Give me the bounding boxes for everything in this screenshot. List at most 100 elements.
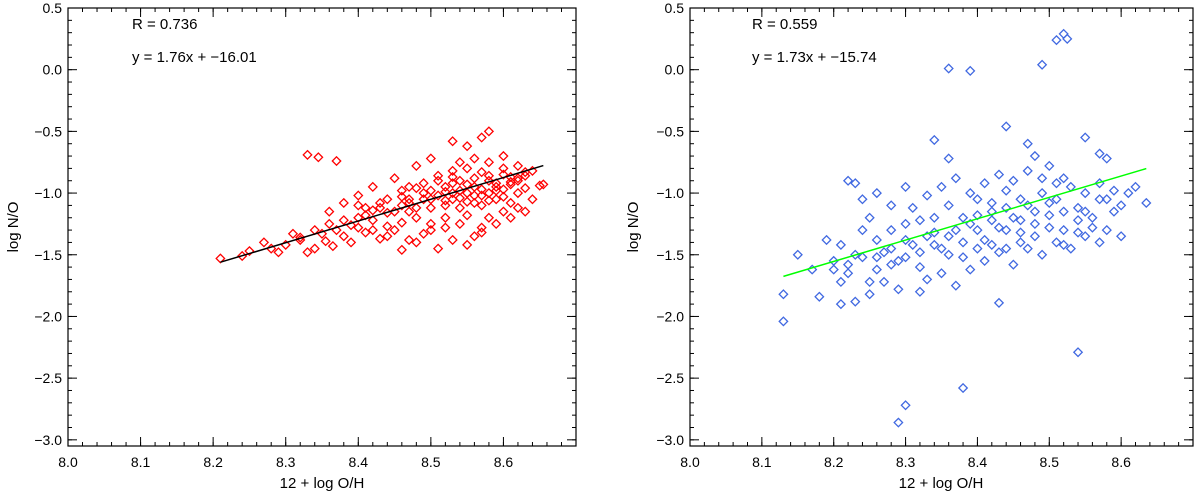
right-data-point [957, 252, 969, 263]
right-data-point [864, 276, 875, 288]
left-data-point [367, 224, 378, 236]
right-data-point [900, 400, 911, 411]
left-data-point [462, 141, 473, 152]
left-data-point [469, 190, 480, 201]
right-data-point [1001, 202, 1012, 213]
left-data-point [476, 200, 487, 211]
right-data-point [1036, 187, 1048, 199]
right-data-point [1123, 187, 1134, 199]
right-data-point [950, 280, 961, 291]
right-data-points [778, 28, 1152, 428]
left-y-tick-label: 0.0 [43, 62, 63, 78]
right-data-point [993, 169, 1005, 180]
left-data-point [476, 190, 487, 201]
right-data-point [1072, 227, 1084, 238]
left-x-tick-label: 8.5 [421, 454, 441, 470]
right-data-point [972, 224, 983, 236]
left-data-point [324, 218, 335, 230]
left-data-point [462, 196, 473, 207]
left-data-point [367, 215, 378, 226]
right-x-tick-label: 8.3 [896, 454, 916, 470]
right-data-point [893, 284, 904, 295]
right-data-point [871, 234, 882, 246]
left-data-point [389, 173, 400, 184]
right-data-point [878, 276, 890, 288]
right-data-point [929, 212, 940, 223]
left-data-point [512, 187, 524, 199]
left-data-point [440, 212, 451, 223]
right-data-point [850, 249, 861, 260]
left-data-point [534, 180, 545, 191]
right-data-point [900, 218, 911, 230]
left-data-point [338, 215, 349, 226]
right-data-point [1029, 150, 1041, 162]
right-y-tick-label: 0.0 [665, 62, 685, 78]
left-data-point [309, 243, 320, 254]
right-data-point [871, 187, 882, 199]
left-data-point [476, 222, 487, 233]
left-y-tick-label: −0.5 [34, 123, 62, 139]
right-data-point [828, 264, 839, 275]
left-y-tick-label: −2.5 [34, 370, 62, 386]
left-data-point [258, 237, 270, 248]
left-data-point [353, 190, 364, 201]
right-data-point [1044, 160, 1055, 172]
right-data-point [936, 243, 947, 254]
right-data-point [1036, 59, 1048, 70]
left-data-point [483, 170, 495, 181]
right-data-point [943, 200, 954, 211]
left-x-tick-label: 8.6 [494, 454, 514, 470]
left-data-point [454, 175, 466, 186]
left-data-point [396, 217, 407, 228]
right-data-point [1108, 206, 1120, 217]
left-data-point [447, 234, 458, 246]
left-data-point [520, 183, 531, 194]
right-data-point [1022, 138, 1033, 149]
left-data-point [396, 191, 407, 202]
left-data-point [403, 194, 415, 205]
left-x-tick-label: 8.0 [58, 454, 78, 470]
right-data-point [1141, 197, 1152, 209]
left-data-point [411, 202, 422, 213]
left-x-tick-label: 8.4 [349, 454, 369, 470]
right-data-point [1015, 215, 1026, 226]
right-y-tick-label: −1.5 [656, 247, 684, 263]
left-y-tick-label: −3.0 [34, 432, 62, 448]
right-data-point [1080, 206, 1091, 217]
left-data-point [454, 218, 466, 230]
right-data-point [965, 65, 976, 77]
left-data-point [476, 166, 487, 178]
left-data-point [382, 231, 393, 242]
left-data-point [367, 181, 378, 193]
right-data-point [929, 239, 940, 251]
left-data-point [512, 160, 524, 172]
right-data-point [979, 178, 990, 189]
left-data-point [382, 221, 393, 232]
right-data-point [1108, 185, 1120, 196]
left-data-point [491, 178, 502, 189]
right-data-point [914, 215, 926, 226]
right-data-point [1058, 173, 1069, 184]
left-data-point [498, 206, 509, 217]
left-x-tick-label: 8.1 [131, 454, 151, 470]
right-data-point [965, 218, 976, 230]
right-data-point [1101, 153, 1112, 164]
right-data-point [965, 264, 976, 275]
right-data-point [1116, 200, 1127, 211]
left-data-point [418, 228, 429, 239]
right-data-point [1072, 347, 1084, 358]
left-data-point [432, 175, 444, 186]
left-data-point [425, 202, 436, 213]
right-data-point [1051, 194, 1062, 205]
left-data-point [302, 149, 313, 160]
left-data-point [483, 126, 495, 137]
right-data-point [1087, 212, 1098, 223]
right-data-point [993, 297, 1005, 308]
left-data-point [520, 206, 531, 217]
left-data-point [396, 185, 407, 196]
right-annotation-fit: y = 1.73x + −15.74 [752, 49, 877, 66]
right-data-point [972, 243, 983, 254]
left-data-point [374, 202, 386, 213]
right-data-point [850, 178, 861, 189]
